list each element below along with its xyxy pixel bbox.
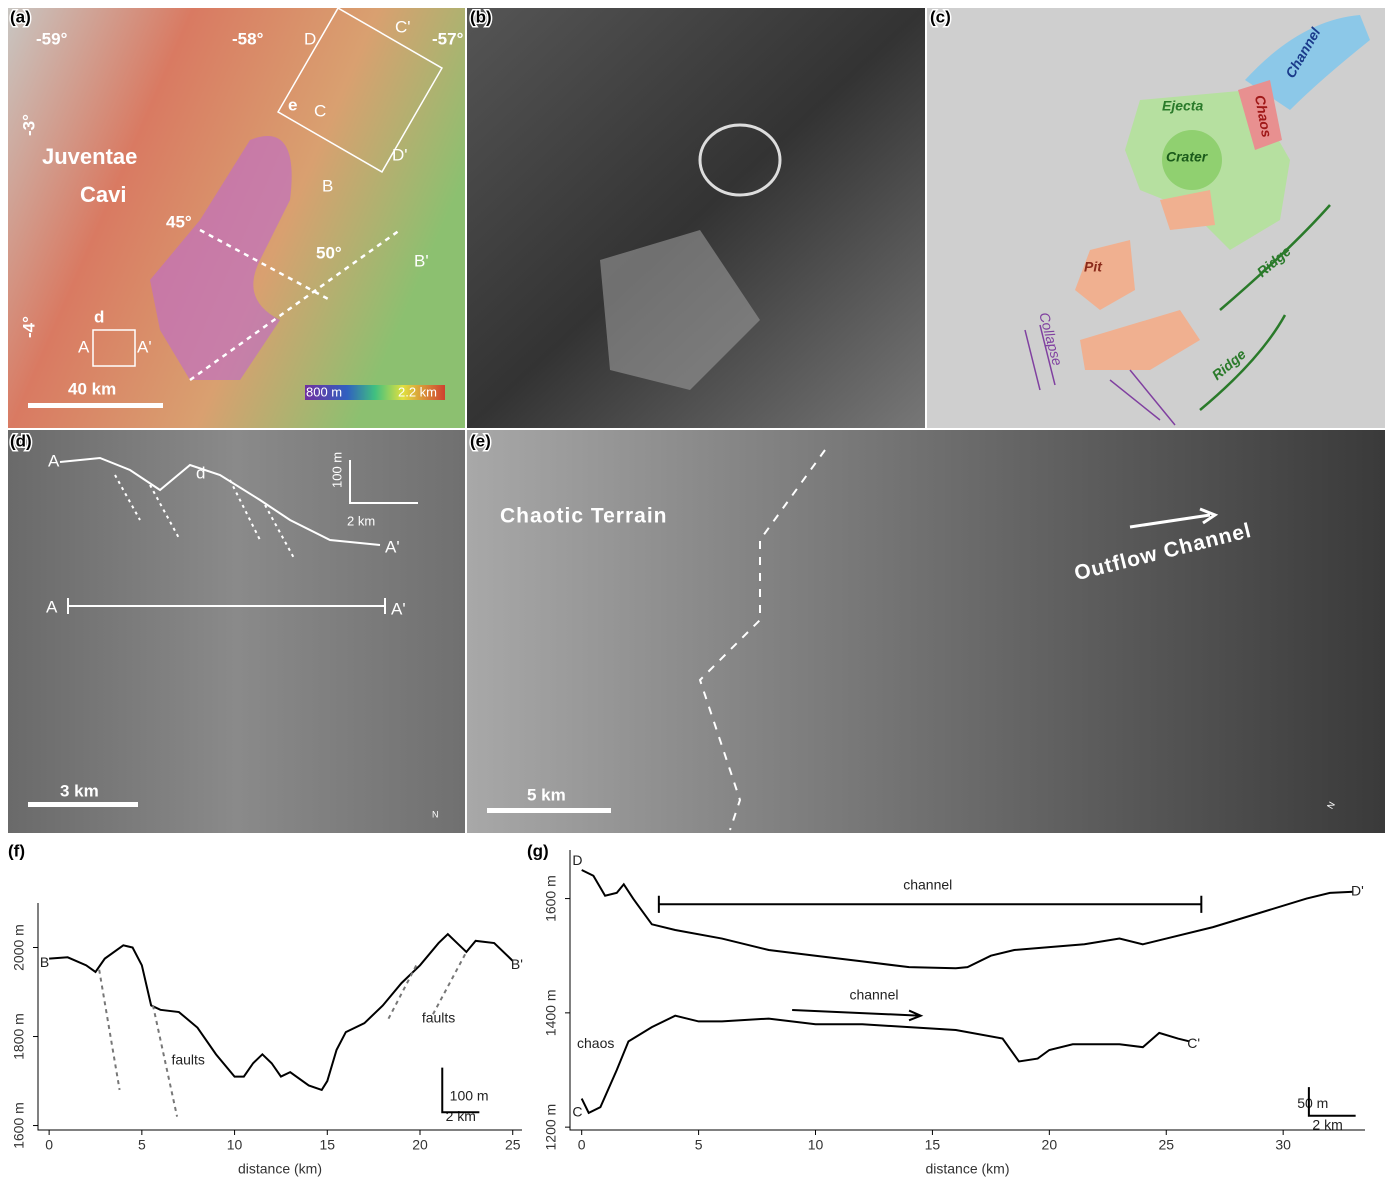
lat: -4° — [19, 316, 38, 338]
annotation: 2 km — [446, 1108, 476, 1124]
vscale: 100 m — [329, 452, 344, 488]
annotation: C — [572, 1104, 582, 1120]
lon: -57° — [432, 29, 464, 48]
x-tick-label: 10 — [808, 1137, 824, 1153]
annotation: D — [572, 852, 582, 868]
y-tick-label: 1200 m — [543, 1104, 559, 1151]
lon: -59° — [36, 29, 68, 48]
annotation: 50 m — [1297, 1095, 1328, 1111]
unit-label: Ejecta — [1162, 98, 1203, 114]
annotation: 2 km — [1312, 1117, 1342, 1133]
hscale: 2 km — [347, 513, 375, 528]
x-tick-label: 20 — [412, 1137, 428, 1153]
place: Cavi — [80, 182, 126, 207]
annotation: channel — [849, 986, 898, 1002]
profile: D' — [392, 145, 408, 164]
profile-end: A' — [385, 537, 400, 556]
panel-b: (b) — [467, 7, 925, 428]
panel-d: (d) A A' A A' d 100 m 2 km 3 km N — [8, 430, 465, 833]
angle: 50° — [316, 243, 342, 262]
lon: -58° — [232, 29, 264, 48]
x-tick-label: 10 — [227, 1137, 243, 1153]
x-tick-label: 5 — [138, 1137, 146, 1153]
colorbar-label: 2.2 km — [398, 384, 437, 399]
y-tick-label: 2000 m — [11, 924, 27, 971]
panel-a: (a) -59° -58° -57° -3° -4° Juventae Cavi… — [8, 7, 465, 428]
panel-label: (g) — [527, 841, 549, 860]
annotation: C' — [1187, 1035, 1200, 1051]
x-tick-label: 0 — [45, 1137, 53, 1153]
scale: 3 km — [60, 781, 99, 800]
annotation: channel — [903, 877, 952, 893]
angle: 45° — [166, 212, 192, 231]
annotation: chaos — [577, 1035, 614, 1051]
scale-bar — [487, 808, 611, 813]
profile: A' — [137, 337, 152, 356]
line-end: A — [46, 597, 58, 616]
profile: C — [314, 101, 326, 120]
x-tick-label: 20 — [1042, 1137, 1058, 1153]
north: N — [432, 809, 439, 819]
y-tick-label: 1400 m — [543, 990, 559, 1037]
x-tick-label: 15 — [319, 1137, 335, 1153]
panel-e: (e) Chaotic Terrain Outflow Channel 5 km… — [467, 430, 1385, 833]
scale-bar — [28, 802, 138, 807]
panel-label: (b) — [470, 7, 492, 26]
scale: 5 km — [527, 785, 566, 804]
x-tick-label: 25 — [1158, 1137, 1174, 1153]
profile: C' — [395, 17, 411, 36]
panel-label: (c) — [930, 7, 951, 26]
annotation: faults — [171, 1052, 204, 1068]
place: Juventae — [42, 144, 137, 169]
terrain-label: Chaotic Terrain — [500, 505, 667, 528]
panel-label: (a) — [10, 7, 31, 26]
axis — [570, 850, 1365, 1130]
inset: d — [94, 307, 104, 326]
mark: d — [196, 463, 205, 482]
profile: A — [78, 337, 90, 356]
annotation: B — [40, 954, 49, 970]
x-tick-label: 15 — [925, 1137, 941, 1153]
x-tick-label: 25 — [505, 1137, 521, 1153]
line-end: A' — [391, 599, 406, 618]
image — [8, 430, 465, 833]
x-tick-label: 30 — [1275, 1137, 1291, 1153]
channel-bar — [659, 896, 1201, 913]
profile-line — [582, 1016, 1190, 1113]
profile: B — [322, 176, 333, 195]
profile: D — [304, 29, 316, 48]
x-tick-label: 0 — [578, 1137, 586, 1153]
x-axis-label: distance (km) — [238, 1161, 322, 1177]
flow-arrow — [792, 1010, 921, 1020]
profile-end: A — [48, 451, 60, 470]
panel-label: (d) — [10, 431, 32, 450]
image — [467, 430, 1385, 833]
scale: 40 km — [68, 379, 116, 398]
inset: e — [288, 95, 297, 114]
figure: (a) -59° -58° -57° -3° -4° Juventae Cavi… — [0, 0, 1389, 1187]
y-tick-label: 1600 m — [543, 875, 559, 922]
y-tick-label: 1800 m — [11, 1013, 27, 1060]
lat: -3° — [19, 114, 38, 136]
annotation: B' — [511, 956, 523, 972]
x-axis-label: distance (km) — [925, 1161, 1009, 1177]
panel-c: (c) Channel Ejecta Chaos Crater Pit Ridg… — [927, 7, 1385, 428]
panel-label: (f) — [8, 841, 25, 860]
unit-label: Pit — [1084, 259, 1103, 275]
profile-line — [582, 870, 1354, 968]
scale-bar — [28, 403, 163, 408]
annotation: faults — [422, 1009, 455, 1025]
x-tick-label: 5 — [695, 1137, 703, 1153]
annotation: 100 m — [450, 1087, 489, 1103]
annotation: D' — [1351, 882, 1364, 898]
unit-label: Crater — [1166, 149, 1209, 165]
profile: B' — [414, 251, 429, 270]
colorbar-label: 800 m — [306, 384, 342, 399]
y-tick-label: 1600 m — [11, 1102, 27, 1149]
fault — [99, 952, 466, 1117]
panel-label: (e) — [470, 431, 491, 450]
